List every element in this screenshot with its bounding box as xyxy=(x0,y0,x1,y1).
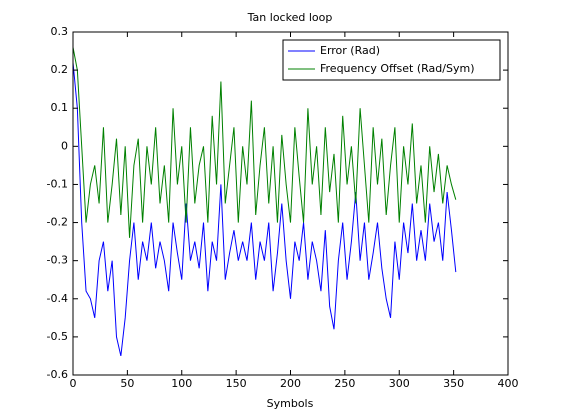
y-tick-label: 0.1 xyxy=(51,101,69,114)
x-tick-label: 400 xyxy=(498,377,519,390)
x-tick-label: 300 xyxy=(389,377,410,390)
y-tick-label: 0.2 xyxy=(51,63,69,76)
x-tick-label: 250 xyxy=(334,377,355,390)
y-tick-label: -0.2 xyxy=(47,216,68,229)
x-tick-label: 100 xyxy=(171,377,192,390)
x-tick-label: 0 xyxy=(70,377,77,390)
y-tick-label: -0.5 xyxy=(47,330,68,343)
y-tick-label: 0.3 xyxy=(51,25,69,38)
y-tick-label: -0.4 xyxy=(47,292,68,305)
legend-box xyxy=(282,39,501,81)
y-tick-label: 0 xyxy=(61,139,68,152)
legend-label: Frequency Offset (Rad/Sym) xyxy=(320,62,475,75)
chart-title: Tan locked loop xyxy=(247,11,333,24)
x-tick-label: 200 xyxy=(280,377,301,390)
y-tick-label: -0.3 xyxy=(47,254,68,267)
x-axis-label: Symbols xyxy=(267,397,314,410)
x-tick-label: 350 xyxy=(443,377,464,390)
legend-label: Error (Rad) xyxy=(320,44,380,57)
data-line xyxy=(72,47,457,238)
y-tick-label: -0.6 xyxy=(47,368,68,381)
data-line xyxy=(72,62,457,357)
x-tick-label: 150 xyxy=(226,377,247,390)
x-tick-label: 50 xyxy=(120,377,134,390)
y-tick-label: -0.1 xyxy=(47,177,68,190)
